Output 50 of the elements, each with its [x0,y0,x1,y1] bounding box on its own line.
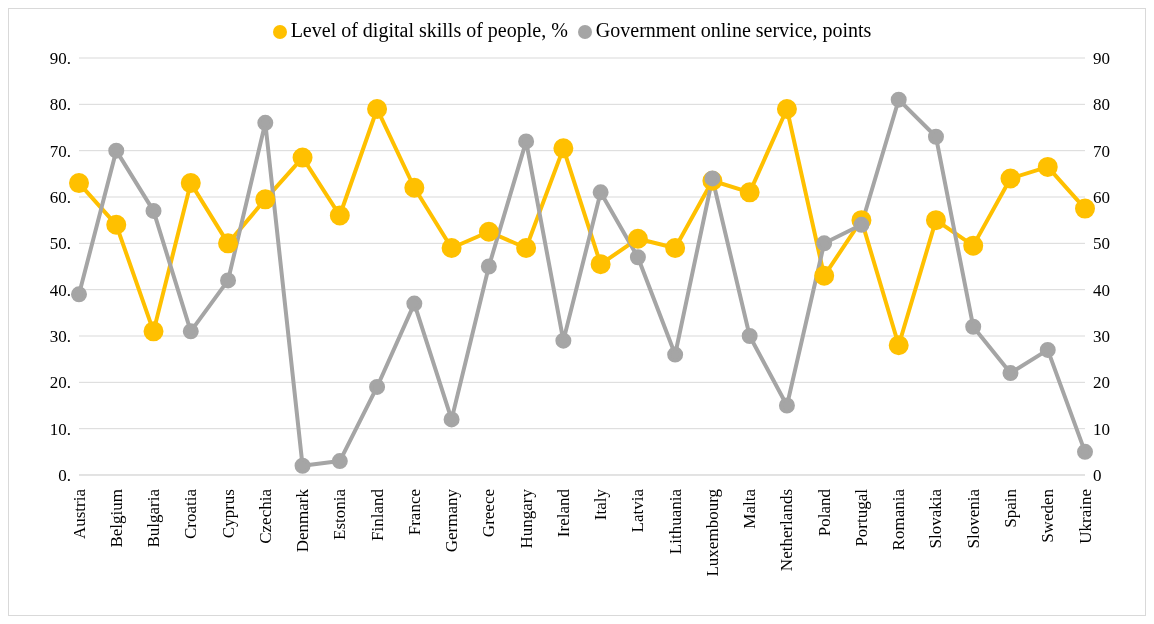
x-tick-label: Italy [591,488,611,521]
x-tick-label: Germany [442,488,462,553]
x-tick-label: Ukraine [1075,489,1095,544]
y-tick-label: 20. [49,373,71,393]
x-tick-label: Greece [479,489,499,538]
y2-tick-label: 40 [1093,280,1110,300]
x-tick-label: Estonia [330,488,350,540]
x-tick-label: Luxembourg [702,488,722,577]
x-tick-label: Slovakia [926,488,946,549]
y2-tick-label: 90 [1093,49,1110,69]
x-tick-label: France [404,489,424,536]
y2-tick-label: 10 [1093,419,1110,439]
x-tick-label: Belgium [106,489,126,548]
legend-label: Government online service, points [595,19,872,41]
y2-tick-label: 20 [1093,373,1110,393]
y-tick-label: 80. [49,95,71,115]
y-tick-label: 0. [58,466,71,486]
x-tick-label: Denmark [293,488,313,553]
y2-tick-label: 0 [1093,466,1102,486]
y-tick-label: 50. [49,234,71,254]
x-tick-label: Ireland [553,488,573,538]
legend-label: Level of digital skills of people, % [290,19,568,41]
x-tick-label: Netherlands [777,489,797,572]
x-tick-label: Cyprus [218,489,238,539]
x-tick-label: Slovenia [963,488,983,549]
x-tick-label: Spain [1000,488,1020,528]
y2-tick-label: 70 [1093,141,1110,161]
y-tick-label: 70. [49,141,71,161]
x-tick-label: Malta [740,488,760,529]
x-tick-label: Czechia [255,488,275,544]
x-tick-label: Bulgaria [144,488,164,548]
y-tick-label: 10. [49,419,71,439]
y2-tick-label: 60 [1093,188,1110,208]
x-tick-label: Lithuania [665,488,685,555]
y-tick-label: 40. [49,280,71,300]
y2-tick-label: 30 [1093,327,1110,347]
x-tick-label: Croatia [181,488,201,540]
x-tick-label: Romania [889,488,909,551]
x-tick-label: Latvia [628,488,648,533]
x-tick-label: Austria [69,488,89,540]
y2-tick-label: 80 [1093,95,1110,115]
x-tick-label: Hungary [516,488,536,549]
x-tick-label: Portugal [851,488,871,547]
x-tick-label: Finland [367,488,387,541]
x-tick-label: Sweden [1038,488,1058,543]
y-tick-label: 60. [49,188,71,208]
y2-tick-label: 50 [1093,234,1110,254]
y-tick-label: 90. [49,49,71,69]
x-tick-label: Poland [814,488,834,537]
y-tick-label: 30. [49,327,71,347]
